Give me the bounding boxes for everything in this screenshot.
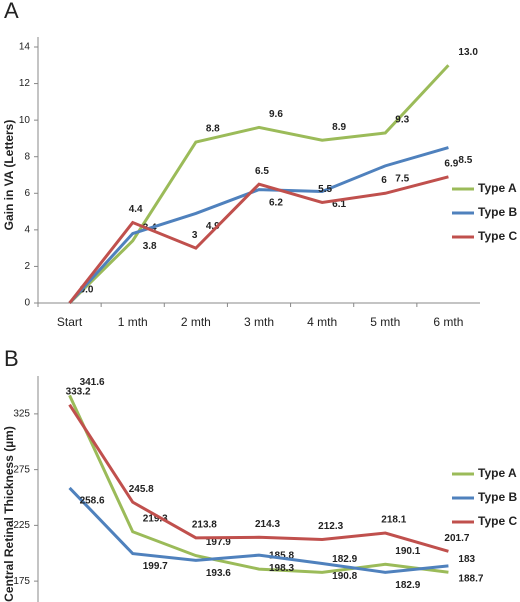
data-label: 219.3	[143, 513, 168, 524]
x-tick-label: 5 mth	[370, 315, 400, 329]
data-label: 218.1	[381, 515, 406, 526]
data-label: 5.5	[318, 184, 332, 195]
series-line	[68, 403, 449, 553]
data-label: 185.8	[269, 551, 294, 562]
data-label: 245.8	[129, 484, 154, 495]
series-line	[68, 64, 450, 305]
y-tick-label: 2	[24, 261, 30, 272]
y-tick-label: 275	[13, 464, 30, 475]
data-label: 193.6	[206, 568, 231, 579]
x-tick-label: Start	[57, 315, 83, 329]
y-tick-label: 225	[13, 520, 30, 531]
data-label: 190.1	[395, 546, 420, 557]
data-label: 212.3	[318, 521, 343, 532]
data-label: 0.0	[80, 285, 94, 296]
data-label: 6.9	[444, 158, 458, 169]
series-line	[68, 146, 449, 305]
data-label: 201.7	[444, 533, 469, 544]
data-label: 188.7	[458, 573, 483, 584]
data-label: 182.9	[332, 554, 357, 565]
panel-label: B	[4, 346, 19, 371]
data-label: 6	[381, 175, 387, 186]
data-label: 9.3	[395, 115, 409, 126]
legend-label: Type B	[478, 490, 517, 504]
legend-label: Type B	[478, 205, 517, 219]
data-label: 182.9	[395, 580, 420, 591]
y-tick-label: 175	[13, 576, 30, 587]
data-label: 8.5	[458, 155, 472, 166]
legend-label: Type C	[478, 229, 517, 243]
x-tick-label: 2 mth	[181, 315, 211, 329]
data-label: 13.0	[458, 47, 478, 58]
data-label: 8.9	[332, 122, 346, 133]
y-axis-title: Central Retinal Thickness (µm)	[2, 426, 16, 602]
series-line	[68, 486, 449, 574]
data-label: 183	[458, 554, 475, 565]
y-tick-label: 4	[24, 224, 30, 235]
x-tick-label: 3 mth	[244, 315, 274, 329]
data-label: 6.1	[332, 199, 346, 210]
y-tick-label: 8	[24, 151, 30, 162]
data-label: 199.7	[143, 561, 168, 572]
data-label: 197.9	[206, 537, 231, 548]
x-tick-label: 1 mth	[118, 315, 148, 329]
legend-label: Type A	[478, 181, 517, 195]
data-label: 8.8	[206, 124, 220, 135]
data-label: 7.5	[395, 173, 409, 184]
data-label: 333.2	[66, 386, 91, 397]
series-line	[68, 175, 449, 304]
y-tick-label: 14	[19, 42, 31, 53]
y-tick-label: 10	[19, 115, 31, 126]
x-tick-label: 6 mth	[433, 315, 463, 329]
data-label: 4.4	[129, 204, 143, 215]
data-label: 3.8	[143, 241, 157, 252]
data-label: 213.8	[192, 520, 217, 531]
y-tick-label: 12	[19, 78, 31, 89]
data-label: 258.6	[80, 496, 105, 507]
y-axis-title: Gain in VA (Letters)	[2, 120, 16, 231]
x-tick-label: 4 mth	[307, 315, 337, 329]
y-tick-label: 325	[13, 409, 30, 420]
data-label: 6.5	[255, 166, 269, 177]
data-label: 341.6	[80, 377, 105, 388]
data-label: 3	[192, 230, 198, 241]
data-label: 6.2	[269, 197, 283, 208]
data-label: 198.3	[269, 563, 294, 574]
series-line	[68, 394, 449, 574]
data-label: 9.6	[269, 109, 283, 120]
panel-label: A	[4, 0, 19, 23]
data-label: 4.9	[206, 221, 220, 232]
data-label: 190.8	[332, 571, 357, 582]
y-tick-label: 6	[24, 188, 30, 199]
y-tick-label: 0	[24, 298, 30, 309]
data-label: 214.3	[255, 519, 280, 530]
legend-label: Type A	[478, 466, 517, 480]
legend-label: Type C	[478, 514, 517, 528]
